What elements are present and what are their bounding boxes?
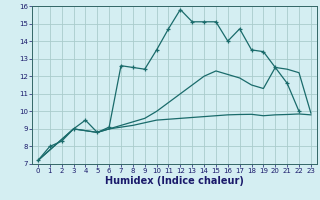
X-axis label: Humidex (Indice chaleur): Humidex (Indice chaleur)	[105, 176, 244, 186]
